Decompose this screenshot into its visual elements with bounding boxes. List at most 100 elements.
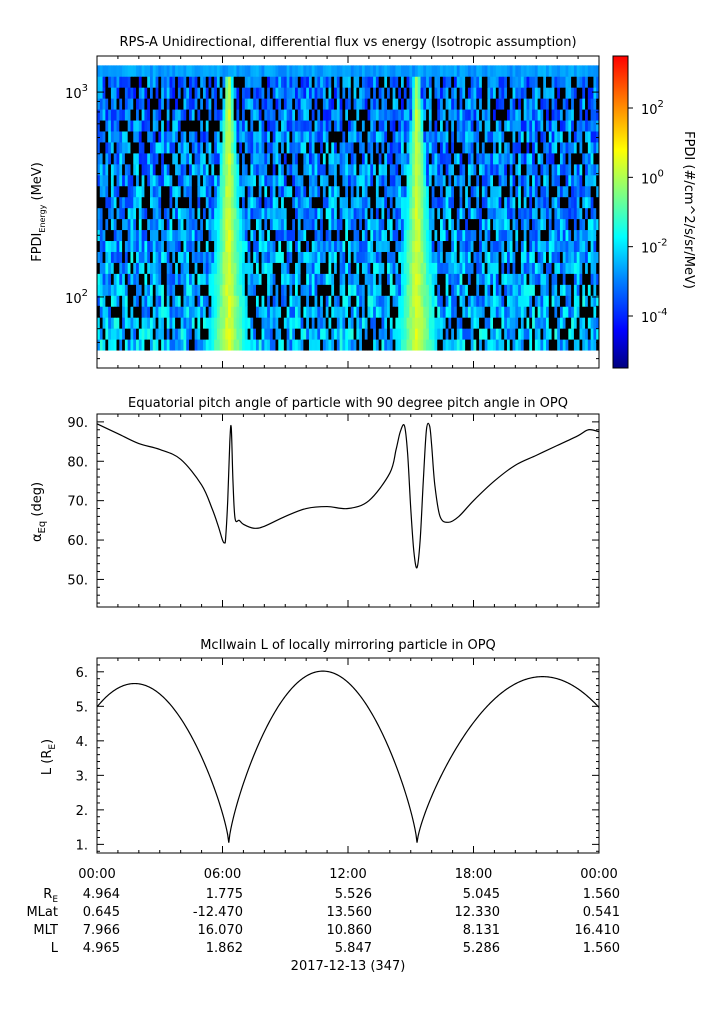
heat-cell: [269, 273, 274, 285]
heat-cell: [130, 185, 134, 198]
heat-cell: [590, 109, 594, 121]
heat-cell: [183, 131, 187, 143]
heat-cell: [136, 153, 140, 165]
heat-cell: [281, 185, 285, 198]
heat-cell: [426, 65, 430, 77]
heat-cell: [520, 273, 525, 285]
heat-cell: [113, 65, 117, 77]
heat-cell: [395, 87, 399, 99]
heat-cell: [97, 65, 101, 77]
heat-cell: [420, 295, 424, 307]
heat-cell: [350, 98, 354, 110]
heat-cell: [504, 142, 508, 154]
heat-cell: [523, 284, 527, 296]
heat-cell: [526, 76, 530, 88]
heat-cell: [180, 196, 184, 209]
heat-cell: [250, 328, 254, 340]
heat-cell: [473, 65, 477, 77]
heat-cell: [590, 163, 594, 176]
heat-cell: [440, 65, 444, 77]
heat-cell: [216, 98, 221, 110]
heat-cell: [317, 185, 321, 198]
heat-cell: [551, 317, 555, 329]
heat-cell: [557, 120, 561, 132]
heat-cell: [361, 240, 366, 252]
heat-cell: [281, 76, 285, 88]
heat-cell: [546, 120, 550, 132]
heat-cell: [373, 284, 377, 296]
heat-cell: [180, 185, 184, 198]
heat-cell: [501, 295, 505, 307]
heat-cell: [548, 65, 552, 77]
heat-cell: [571, 196, 575, 209]
heat-cell: [426, 185, 430, 198]
heat-cell: [306, 218, 310, 231]
heat-cell: [328, 185, 332, 198]
heat-cell: [479, 262, 483, 274]
heat-cell: [417, 185, 421, 198]
heat-cell: [289, 306, 293, 318]
heat-cell: [339, 262, 343, 274]
heat-cell: [479, 284, 483, 296]
heat-cell: [331, 207, 335, 220]
heat-cell: [587, 174, 592, 187]
heat-cell: [250, 218, 254, 231]
heat-cell: [158, 76, 162, 88]
heat-cell: [255, 76, 260, 88]
heat-cell: [353, 120, 357, 132]
heat-cell: [587, 328, 592, 340]
heat-cell: [303, 207, 307, 220]
heat-cell: [194, 109, 198, 121]
heat-cell: [473, 240, 477, 252]
heat-cell: [389, 153, 394, 165]
heat-cell: [398, 174, 402, 187]
heat-cell: [317, 65, 321, 77]
heat-cell: [562, 229, 566, 242]
heat-cell: [197, 339, 201, 351]
heat-cell: [211, 273, 215, 285]
heat-cell: [523, 131, 527, 143]
heat-cell: [108, 196, 112, 209]
heat-cell: [205, 207, 209, 220]
heat-cell: [420, 328, 424, 340]
heat-cell: [515, 142, 519, 154]
heat-cell: [428, 229, 433, 242]
heat-cell: [108, 339, 112, 351]
heat-cell: [102, 196, 106, 209]
heat-cell: [568, 163, 572, 176]
heat-cell: [565, 131, 569, 143]
heat-cell: [225, 240, 229, 252]
heat-cell: [116, 207, 120, 220]
heat-cell: [459, 229, 463, 242]
heat-cell: [532, 284, 536, 296]
heat-cell: [110, 339, 115, 351]
heat-cell: [596, 174, 599, 187]
heat-cell: [348, 153, 352, 165]
heat-cell: [311, 131, 315, 143]
heat-cell: [373, 207, 377, 220]
heat-cell: [155, 98, 159, 110]
heat-cell: [587, 207, 592, 220]
heat-cell: [409, 153, 413, 165]
heat-cell: [367, 65, 371, 77]
heat-cell: [110, 98, 115, 110]
heat-cell: [317, 153, 321, 165]
heat-cell: [476, 65, 480, 77]
heat-cell: [381, 251, 385, 263]
heat-cell: [236, 317, 240, 329]
heat-cell: [417, 240, 421, 252]
heat-cell: [141, 131, 145, 143]
heat-cell: [149, 207, 154, 220]
heat-cell: [445, 207, 449, 220]
heat-cell: [147, 142, 151, 154]
heat-cell: [487, 339, 491, 351]
heat-cell: [571, 142, 575, 154]
colorbar-tick-label: 10-4: [641, 307, 668, 326]
heat-cell: [537, 273, 541, 285]
heat-cell: [348, 109, 352, 121]
heat-cell: [428, 218, 433, 231]
heat-cell: [108, 120, 112, 132]
heat-cell: [258, 328, 262, 340]
heat-cell: [384, 218, 388, 231]
heat-cell: [479, 207, 483, 220]
